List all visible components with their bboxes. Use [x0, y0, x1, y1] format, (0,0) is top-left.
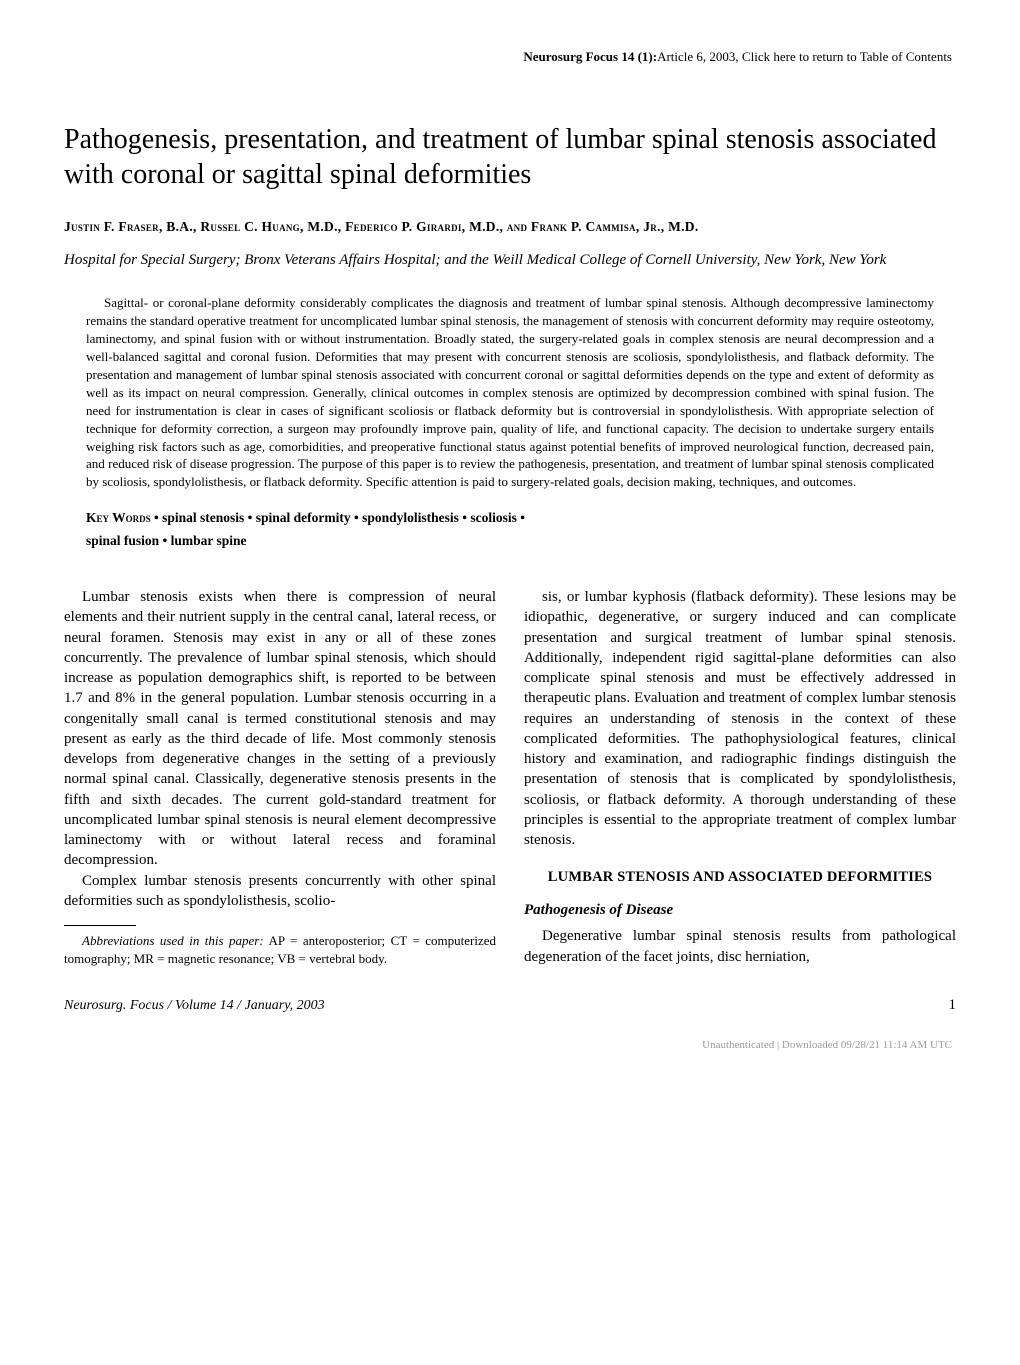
- author-affiliation: Hospital for Special Surgery; Bronx Vete…: [64, 250, 956, 270]
- section-heading: LUMBAR STENOSIS AND ASSOCIATED DEFORMITI…: [524, 868, 956, 888]
- footer-page-number: 1: [949, 995, 957, 1015]
- download-watermark: Unauthenticated | Downloaded 09/28/21 11…: [64, 1038, 956, 1053]
- journal-name: Neurosurg Focus 14 (1):: [523, 49, 657, 64]
- body-paragraph-3: sis, or lumbar kyphosis (flatback deform…: [524, 587, 956, 850]
- keywords-line2: spinal fusion • lumbar spine: [86, 533, 247, 548]
- article-title: Pathogenesis, presentation, and treatmen…: [64, 122, 956, 192]
- footnote-rule: [64, 925, 136, 926]
- abstract-block: Sagittal- or coronal-plane deformity con…: [86, 294, 934, 491]
- journal-header: Neurosurg Focus 14 (1):Article 6, 2003, …: [64, 48, 956, 66]
- subsection-heading: Pathogenesis of Disease: [524, 900, 956, 920]
- abstract-text: Sagittal- or coronal-plane deformity con…: [86, 294, 934, 491]
- body-paragraph-2: Complex lumbar stenosis presents concurr…: [64, 871, 496, 912]
- body-paragraph-1: Lumbar stenosis exists when there is com…: [64, 587, 496, 871]
- journal-article-ref: Article 6, 2003, Click here to return to…: [657, 49, 952, 64]
- page-footer: Neurosurg. Focus / Volume 14 / January, …: [64, 995, 956, 1015]
- abbreviations-footnote: Abbreviations used in this paper: AP = a…: [64, 932, 496, 967]
- footer-citation: Neurosurg. Focus / Volume 14 / January, …: [64, 997, 325, 1016]
- keywords-line1: • spinal stenosis • spinal deformity • s…: [151, 510, 525, 525]
- keywords-block: Key Words • spinal stenosis • spinal def…: [86, 507, 934, 553]
- body-columns: Lumbar stenosis exists when there is com…: [64, 587, 956, 967]
- footnote-label: Abbreviations used in this paper:: [82, 933, 264, 948]
- keywords-label: Key Words: [86, 510, 151, 525]
- author-list: Justin F. Fraser, B.A., Russel C. Huang,…: [64, 218, 956, 236]
- body-paragraph-4: Degenerative lumbar spinal stenosis resu…: [524, 926, 956, 967]
